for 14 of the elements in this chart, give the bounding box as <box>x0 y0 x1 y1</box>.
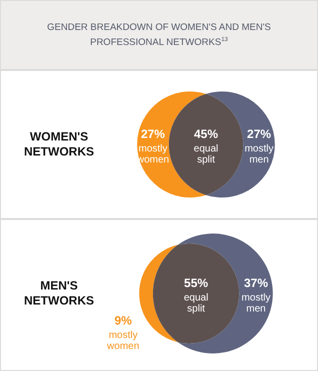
data-label: 9% <box>114 313 132 328</box>
data-label: 37% <box>244 276 268 290</box>
text: GENDER BREAKDOWN OF WOMEN'S AND MEN'S PROFESSIONAL NETWORKS$^{13}$ <box>46 20 272 50</box>
text: WOMEN'S NETWORKS <box>24 129 94 158</box>
category-label: mostly men <box>242 292 270 314</box>
text: MEN'S NETWORKS <box>24 278 94 308</box>
category-label: mostly women <box>106 330 140 352</box>
data-label: 55% <box>184 276 208 290</box>
category-label: equal split <box>184 292 208 314</box>
category-label: mostly men <box>244 143 274 166</box>
category-label: equal split <box>194 143 218 166</box>
data-label: 27% <box>247 126 272 141</box>
data-label: 27% <box>140 126 166 141</box>
data-label: 45% <box>194 126 218 141</box>
